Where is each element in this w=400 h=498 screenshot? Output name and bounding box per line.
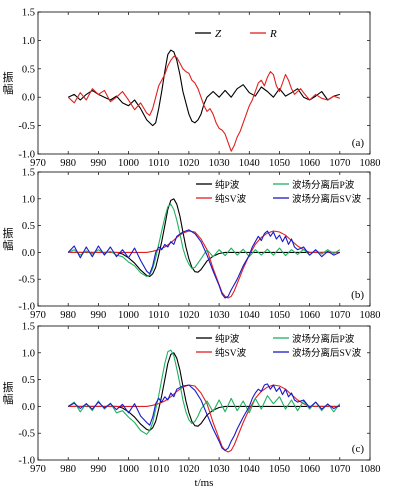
x-axis-label: t/ms [195, 477, 214, 489]
x-tick-label: 1000 [118, 158, 139, 169]
plot-frame [37, 11, 371, 155]
y-tick-label: 1.5 [22, 168, 35, 179]
y-tick-label: 0.0 [22, 93, 35, 104]
y-tick-label: -0.5 [18, 121, 35, 132]
x-tick-label: 1080 [360, 158, 381, 169]
x-tick-label: 970 [30, 310, 46, 321]
series-line-1 [67, 49, 340, 127]
legend-label: 波场分离后SV波 [292, 193, 362, 205]
x-tick-label: 1030 [209, 158, 230, 169]
x-tick-label: 1050 [269, 310, 290, 321]
y-tick-label: 1.0 [22, 348, 35, 359]
series-line-4 [67, 229, 341, 299]
y-tick-label: -1.0 [18, 456, 35, 467]
legend-label: R [269, 28, 277, 40]
chart-panel-1: 970 980 990 1000 1010 1020 1030 1040 1050 1060 107… [3, 8, 381, 170]
y-tick-label: 1.5 [22, 8, 35, 19]
panel-label: (b) [351, 289, 364, 301]
y-tick-label: 1.5 [22, 322, 35, 333]
panel-label: (c) [352, 443, 365, 455]
x-tick-label: 1060 [299, 464, 320, 475]
y-tick-label: 0.5 [22, 375, 35, 386]
y-tick-label: 0.5 [22, 221, 35, 232]
y-axis-label: 振幅 [3, 70, 14, 96]
series-line-2 [68, 230, 340, 299]
x-tick-label: 1070 [329, 158, 350, 169]
x-tick-label: 1030 [209, 464, 230, 475]
x-tick-label: 980 [60, 464, 76, 475]
x-tick-label: 1020 [178, 464, 199, 475]
y-tick-label: -1.0 [18, 150, 35, 161]
x-tick-label: 1070 [329, 310, 350, 321]
x-tick-label: 1000 [118, 310, 139, 321]
x-tick-label: 1040 [239, 310, 260, 321]
legend-label: 纯P波 [215, 179, 240, 191]
y-axis-label: 振幅 [3, 380, 14, 406]
x-tick-label: 990 [90, 464, 106, 475]
legend-label: 波场分离后SV波 [292, 347, 362, 359]
legend-label: 纯SV波 [215, 193, 247, 205]
y-tick-label: 1.0 [22, 36, 35, 47]
x-tick-label: 1030 [209, 310, 230, 321]
chart-panel-2: 970 980 990 1000 1010 1020 1030 1040 1050 1060 107… [3, 168, 381, 322]
series-line-3 [67, 349, 341, 435]
y-tick-label: 0.5 [22, 64, 35, 75]
y-tick-label: -0.5 [18, 275, 35, 286]
x-tick-label: 990 [90, 158, 106, 169]
series-line-1 [68, 198, 340, 278]
x-tick-label: 1080 [360, 310, 381, 321]
legend-label: 纯P波 [215, 333, 240, 345]
legend-label: 纯SV波 [215, 347, 247, 359]
x-tick-label: 1010 [148, 464, 169, 475]
x-tick-label: 1060 [299, 158, 320, 169]
y-tick-label: -1.0 [18, 302, 35, 313]
x-tick-label: 970 [30, 464, 46, 475]
x-tick-label: 1070 [329, 464, 350, 475]
x-tick-label: 990 [90, 310, 106, 321]
y-axis-label: 振幅 [3, 226, 14, 252]
y-tick-label: 0.0 [22, 402, 35, 413]
x-tick-label: 1050 [269, 464, 290, 475]
plot-frame [37, 325, 371, 461]
x-tick-label: 1050 [269, 158, 290, 169]
x-tick-label: 980 [60, 310, 76, 321]
x-tick-label: 1060 [299, 310, 320, 321]
x-tick-label: 1010 [148, 158, 169, 169]
panel-label: (a) [352, 137, 365, 149]
series-line-2 [67, 55, 340, 152]
legend-label: 波场分离后P波 [292, 333, 355, 345]
x-tick-label: 1010 [148, 310, 169, 321]
series-line-4 [67, 383, 341, 451]
x-tick-label: 1020 [178, 158, 199, 169]
legend-label: 波场分离后P波 [292, 179, 355, 191]
y-tick-label: -0.5 [18, 429, 35, 440]
x-tick-label: 1040 [239, 464, 260, 475]
x-tick-label: 1020 [178, 310, 199, 321]
series-line-3 [67, 203, 341, 278]
plot-frame [37, 171, 371, 307]
chart-panel-3: 970 980 990 1000 1010 1020 1030 1040 1050 1060 107… [3, 322, 381, 476]
x-tick-label: 980 [60, 158, 76, 169]
y-tick-label: 0.0 [22, 248, 35, 259]
series-line-1 [68, 352, 340, 432]
y-tick-label: 1.0 [22, 194, 35, 205]
x-tick-label: 1080 [360, 464, 381, 475]
x-tick-label: 970 [30, 158, 46, 169]
x-tick-label: 1040 [239, 158, 260, 169]
legend-label: Z [215, 28, 222, 40]
x-tick-label: 1000 [118, 464, 139, 475]
